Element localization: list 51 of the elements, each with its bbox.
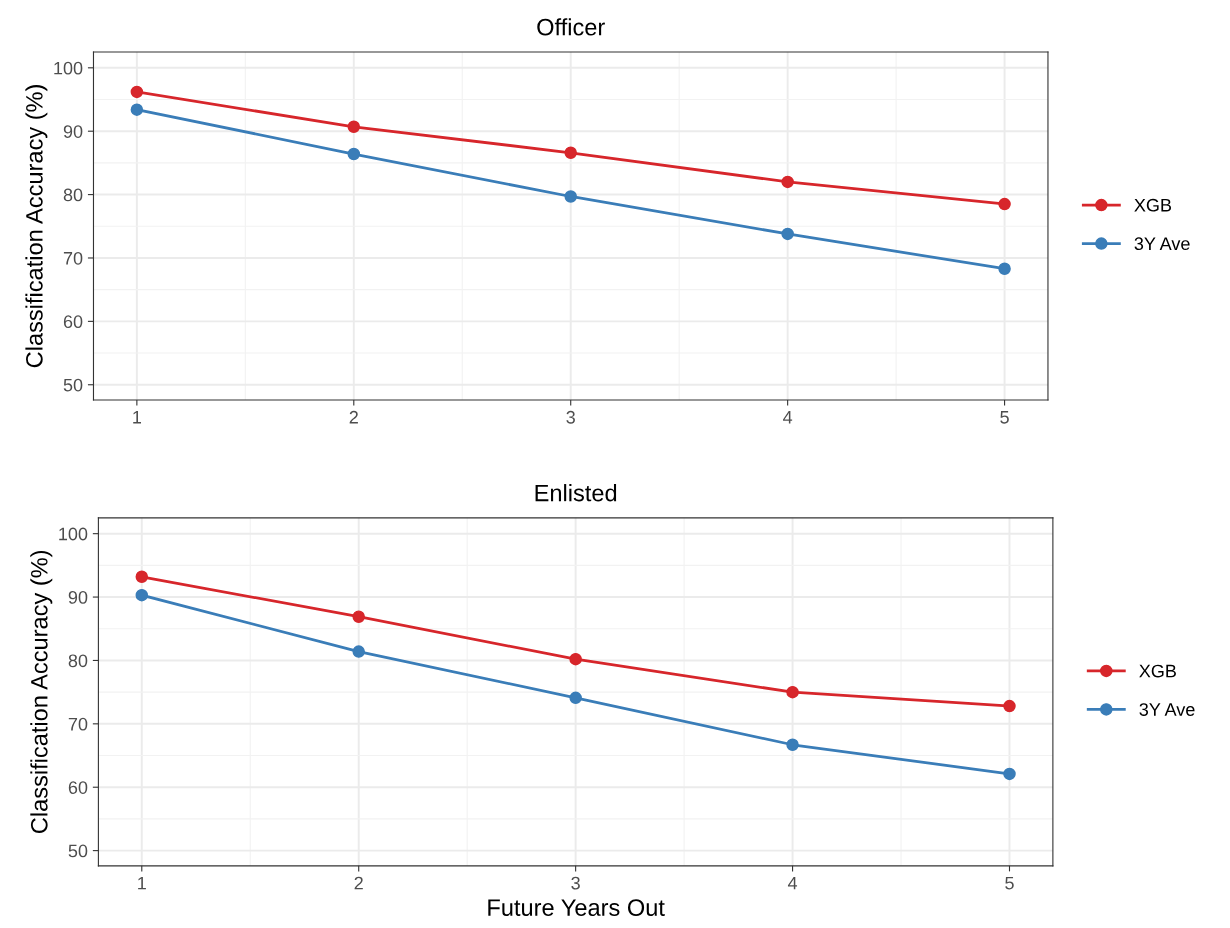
point bbox=[786, 685, 799, 699]
legend-label: 3Y Ave bbox=[1139, 703, 1195, 716]
y-tick-label: 100 bbox=[59, 527, 88, 541]
x-tick-label: 1 bbox=[133, 411, 142, 424]
point bbox=[564, 146, 577, 160]
legend-label: XGB bbox=[1139, 664, 1176, 678]
point bbox=[1003, 699, 1016, 713]
point bbox=[786, 738, 799, 752]
y-tick-label: 90 bbox=[63, 125, 83, 138]
x-tick-label: 3 bbox=[566, 410, 575, 424]
chart-title: Officer bbox=[537, 18, 605, 36]
point bbox=[347, 147, 361, 161]
x-tick-label: 2 bbox=[354, 876, 363, 890]
y-tick-label: 50 bbox=[63, 378, 83, 392]
y-axis-title: Classification Accuracy (%) bbox=[25, 85, 48, 368]
point bbox=[569, 691, 582, 705]
y-tick-label: 60 bbox=[68, 781, 88, 794]
y-axis-title: Classification Accuracy (%) bbox=[30, 550, 53, 833]
x-tick-label: 3 bbox=[571, 876, 580, 890]
point bbox=[347, 120, 361, 134]
point bbox=[564, 190, 577, 203]
x-tick-label: 5 bbox=[1005, 876, 1014, 890]
point bbox=[781, 175, 794, 189]
y-tick-label: 80 bbox=[68, 654, 88, 668]
x-tick-label: 5 bbox=[1000, 411, 1009, 424]
point bbox=[130, 103, 144, 116]
point bbox=[135, 588, 149, 602]
legend-label: XGB bbox=[1134, 198, 1172, 212]
chart-title: Enlisted bbox=[535, 484, 617, 502]
legend-label: 3Y Ave bbox=[1134, 237, 1190, 251]
point bbox=[135, 570, 149, 584]
point bbox=[130, 85, 144, 99]
y-tick-label: 70 bbox=[68, 717, 88, 731]
x-tick-label: 1 bbox=[138, 876, 146, 890]
y-tick-label: 50 bbox=[68, 844, 88, 858]
point bbox=[998, 262, 1011, 276]
y-tick-label: 90 bbox=[68, 590, 88, 604]
point bbox=[352, 645, 365, 658]
x-tick-label: 2 bbox=[349, 410, 358, 424]
point bbox=[781, 227, 794, 241]
x-axis-title: Future Years Out bbox=[488, 899, 665, 916]
point bbox=[569, 652, 582, 666]
y-tick-label: 80 bbox=[63, 188, 83, 202]
y-tick-label: 100 bbox=[54, 61, 83, 75]
point bbox=[1003, 767, 1016, 781]
point bbox=[352, 610, 365, 623]
x-tick-label: 4 bbox=[787, 876, 798, 890]
y-tick-label: 70 bbox=[63, 251, 83, 265]
x-tick-label: 4 bbox=[783, 411, 793, 424]
point bbox=[998, 197, 1011, 211]
y-tick-label: 60 bbox=[63, 315, 83, 329]
